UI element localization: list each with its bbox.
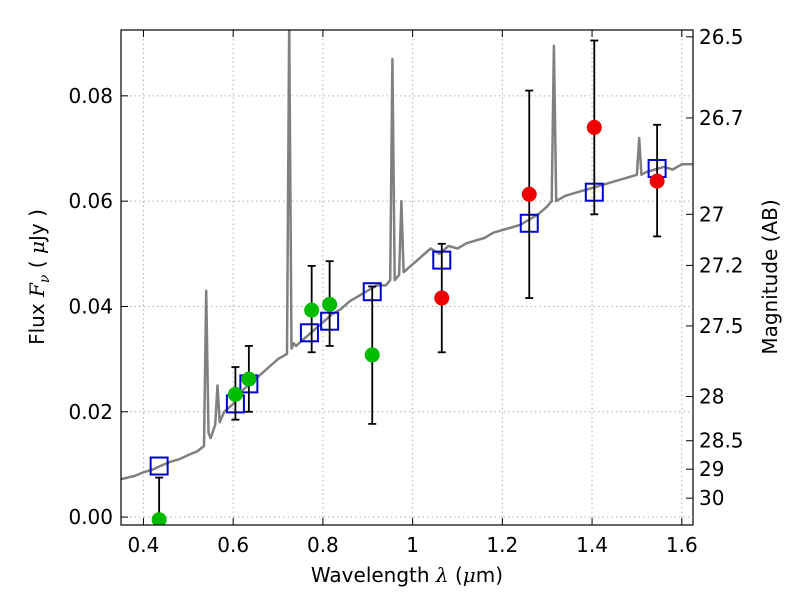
- plot-frame: [120, 29, 694, 526]
- right-tick-label: 27.5: [699, 314, 744, 338]
- observed-flux-point: [227, 386, 243, 402]
- y-axis-label: Flux Fν ( μJy ): [25, 209, 53, 345]
- y-axis-right-label: Magnitude (AB): [758, 199, 782, 354]
- y-axis: 0.00 0.02 0.04 0.06 0.08: [68, 84, 128, 529]
- right-tick-label: 26.7: [699, 106, 744, 130]
- right-tick-label: 28: [699, 385, 724, 409]
- observed-flux-point: [521, 186, 537, 202]
- right-tick-label: 29: [699, 457, 724, 481]
- observed-flux-point: [364, 347, 380, 363]
- y-tick-label: 0.04: [68, 294, 113, 318]
- model-spectrum-line: [121, 30, 693, 481]
- y-tick-label: 0.02: [68, 400, 113, 424]
- x-tick-label: 1.4: [576, 533, 608, 557]
- y-tick-label: 0.00: [68, 505, 113, 529]
- model-square-point: [149, 456, 169, 476]
- right-tick-label: 26.5: [699, 25, 744, 49]
- x-axis-label: Wavelength λ (μm): [311, 563, 503, 587]
- right-tick-label: 28.5: [699, 429, 744, 453]
- y-tick-label: 0.06: [68, 189, 113, 213]
- observed-flux-point: [304, 302, 320, 318]
- observed-flux-point: [434, 290, 450, 306]
- plot-area: [121, 30, 693, 525]
- x-tick-label: 0.4: [128, 533, 160, 557]
- y-axis-right: 26.5 26.7 27 27.2 27.5 28 28.5 29 30: [686, 25, 744, 510]
- x-tick-label: 1.2: [486, 533, 518, 557]
- observed-flux-point: [151, 512, 167, 525]
- x-tick-label: 0.8: [307, 533, 339, 557]
- data-layer: [121, 30, 693, 525]
- model-square-point: [299, 323, 319, 343]
- right-tick-label: 30: [699, 486, 724, 510]
- x-tick-label: 1: [406, 533, 419, 557]
- right-tick-label: 27: [699, 202, 724, 226]
- x-axis: 0.4 0.6 0.8 1 1.2 1.4 1.6: [128, 30, 698, 557]
- observed-flux-point: [322, 296, 338, 312]
- x-tick-label: 1.6: [666, 533, 698, 557]
- y-tick-label: 0.08: [68, 84, 113, 108]
- observed-flux-point: [649, 173, 665, 189]
- observed-flux-point: [586, 119, 602, 135]
- right-tick-label: 27.2: [699, 253, 744, 277]
- x-tick-label: 0.6: [217, 533, 249, 557]
- observed-flux-point: [241, 371, 257, 387]
